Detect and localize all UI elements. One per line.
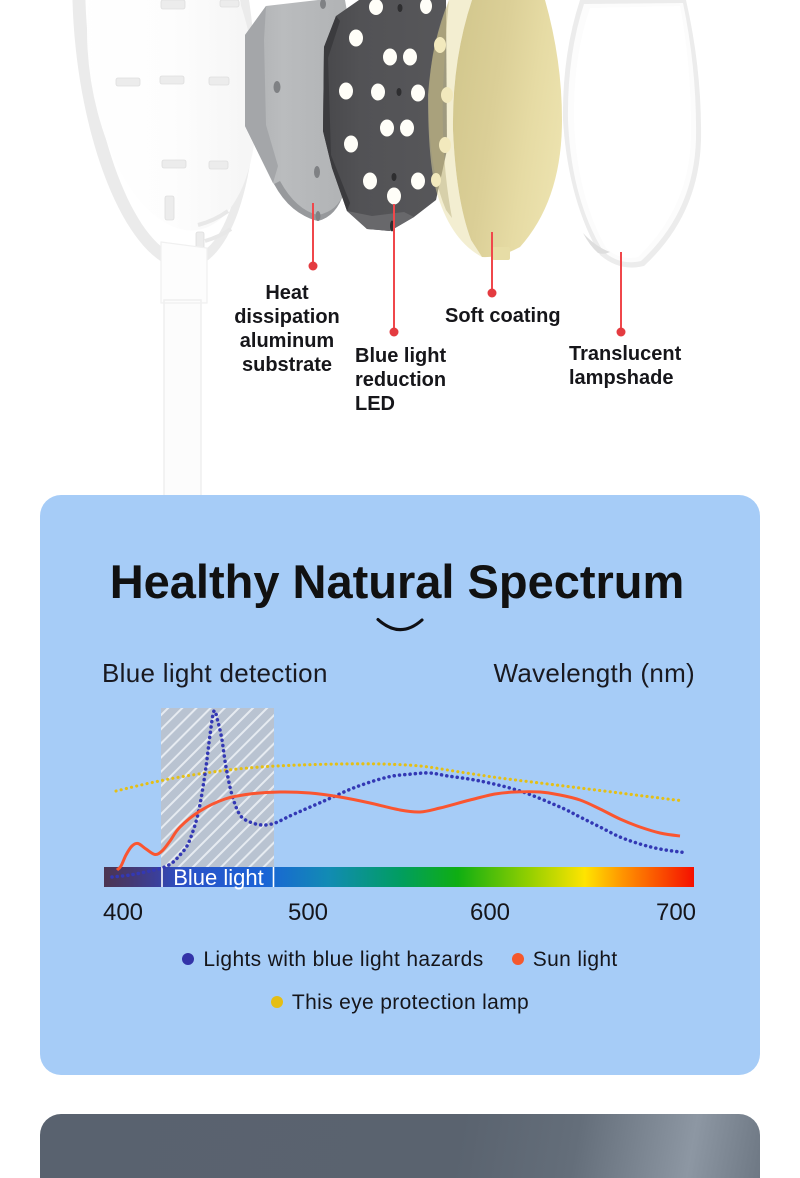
svg-text:Blue light: Blue light — [173, 865, 264, 890]
